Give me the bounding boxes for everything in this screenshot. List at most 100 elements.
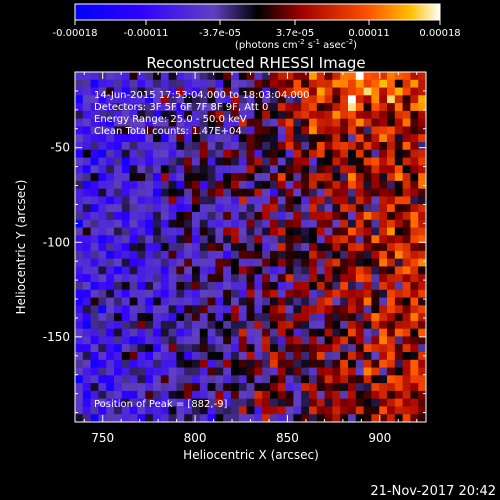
heatmap-cell <box>293 227 302 236</box>
heatmap-cell <box>262 250 271 260</box>
heatmap-cell <box>246 258 255 267</box>
heatmap-cell <box>207 103 216 112</box>
heatmap-cell <box>98 258 107 267</box>
heatmap-cell <box>199 79 208 88</box>
heatmap-cell <box>238 165 247 174</box>
heatmap-cell <box>168 344 177 353</box>
heatmap-cell <box>418 118 426 127</box>
heatmap-cell <box>168 149 177 158</box>
heatmap-cell <box>355 282 364 291</box>
heatmap-cell <box>371 157 380 166</box>
heatmap-cell <box>348 149 357 158</box>
heatmap-cell <box>176 250 185 260</box>
heatmap-cell <box>82 320 91 330</box>
heatmap-cell <box>153 367 162 376</box>
heatmap-cell <box>137 398 146 407</box>
heatmap-cell <box>355 289 364 298</box>
heatmap-cell <box>285 103 294 112</box>
heatmap-cell <box>145 134 154 143</box>
heatmap-cell <box>75 383 84 392</box>
heatmap-cell <box>121 390 130 400</box>
heatmap-cell <box>231 219 240 228</box>
heatmap-cell <box>215 406 224 415</box>
heatmap-cell <box>332 336 341 345</box>
heatmap-cell <box>340 367 349 376</box>
heatmap-cell <box>145 79 154 88</box>
heatmap-cell <box>199 157 208 166</box>
heatmap-cell <box>316 134 325 143</box>
heatmap-cell <box>316 126 325 135</box>
heatmap-cell <box>192 266 201 275</box>
heatmap-cell <box>184 243 193 252</box>
heatmap-cell <box>316 235 325 244</box>
heatmap-cell <box>207 243 216 252</box>
heatmap-cell <box>402 212 411 221</box>
y-tick-label: -50 <box>50 141 70 155</box>
heatmap-cell <box>309 258 318 267</box>
heatmap-cell <box>207 274 216 283</box>
heatmap-cell <box>394 227 403 236</box>
heatmap-cell <box>410 328 419 337</box>
heatmap-cell <box>363 103 372 112</box>
heatmap-cell <box>223 87 232 96</box>
heatmap-cell <box>160 367 169 376</box>
heatmap-cell <box>98 367 107 376</box>
heatmap-cell <box>309 243 318 252</box>
heatmap-cell <box>340 134 349 143</box>
heatmap-cell <box>324 344 333 353</box>
heatmap-cell <box>82 227 91 236</box>
heatmap-cell <box>75 180 84 190</box>
heatmap-cell <box>410 219 419 228</box>
heatmap-cell <box>418 149 426 158</box>
heatmap-cell <box>387 126 396 135</box>
heatmap-cell <box>371 212 380 221</box>
heatmap-cell <box>270 289 279 298</box>
heatmap-cell <box>355 375 364 384</box>
heatmap-cell <box>192 188 201 197</box>
heatmap-cell <box>402 414 411 422</box>
heatmap-cell <box>129 250 138 260</box>
heatmap-cell <box>394 320 403 330</box>
heatmap-cell <box>355 305 364 314</box>
heatmap-cell <box>379 328 388 337</box>
heatmap-cell <box>137 367 146 376</box>
heatmap-cell <box>316 165 325 174</box>
heatmap-cell <box>394 173 403 182</box>
heatmap-cell <box>184 149 193 158</box>
heatmap-cell <box>153 375 162 384</box>
heatmap-cell <box>223 204 232 213</box>
heatmap-cell <box>75 79 84 88</box>
heatmap-cell <box>387 173 396 182</box>
heatmap-cell <box>379 375 388 384</box>
heatmap-cell <box>75 297 84 306</box>
heatmap-cell <box>98 134 107 143</box>
heatmap-cell <box>270 390 279 400</box>
heatmap-cell <box>129 297 138 306</box>
heatmap-cell <box>309 313 318 322</box>
heatmap-cell <box>223 235 232 244</box>
heatmap-cell <box>82 126 91 135</box>
heatmap-cell <box>262 142 271 151</box>
heatmap-cell <box>145 204 154 213</box>
heatmap-cell <box>254 173 263 182</box>
heatmap-cell <box>418 352 426 361</box>
heatmap-cell <box>394 204 403 213</box>
heatmap-cell <box>215 149 224 158</box>
heatmap-cell <box>270 258 279 267</box>
heatmap-cell <box>207 110 216 120</box>
heatmap-cell <box>82 414 91 422</box>
heatmap-cell <box>262 282 271 291</box>
heatmap-cell <box>90 95 99 104</box>
heatmap-cell <box>246 352 255 361</box>
heatmap-cell <box>293 336 302 345</box>
heatmap-cell <box>387 204 396 213</box>
heatmap-cell <box>324 235 333 244</box>
heatmap-cell <box>379 235 388 244</box>
heatmap-cell <box>145 320 154 330</box>
heatmap-cell <box>129 313 138 322</box>
heatmap-cell <box>262 165 271 174</box>
heatmap-cell <box>246 336 255 345</box>
heatmap-cell <box>98 297 107 306</box>
heatmap-cell <box>215 157 224 166</box>
heatmap-cell <box>168 157 177 166</box>
